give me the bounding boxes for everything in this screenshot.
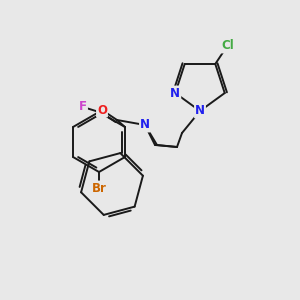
Text: F: F: [79, 100, 87, 113]
Text: Br: Br: [92, 182, 106, 194]
Text: N: N: [170, 86, 180, 100]
Text: O: O: [97, 103, 107, 116]
Text: N: N: [195, 104, 205, 118]
Text: N: N: [140, 118, 150, 131]
Text: Cl: Cl: [221, 40, 234, 52]
